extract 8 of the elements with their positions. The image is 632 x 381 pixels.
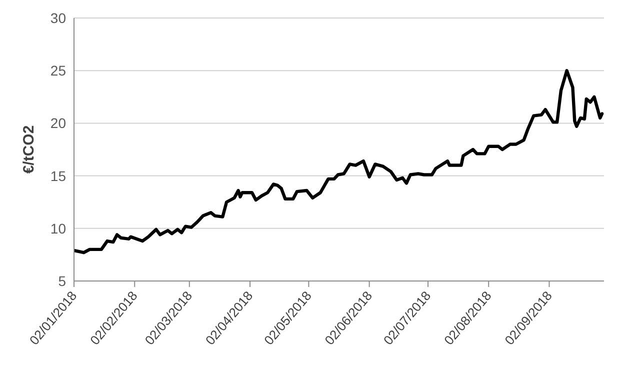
y-tick-label: 20 <box>50 115 66 132</box>
y-tick-label: 15 <box>50 168 66 184</box>
y-tick-label: 25 <box>50 62 66 79</box>
y-axis-title: €/tCO2 <box>20 125 38 174</box>
y-tick-label: 30 <box>50 10 66 26</box>
line-series <box>74 69 604 254</box>
y-tick-label: 10 <box>50 220 66 236</box>
y-tick-label: 5 <box>58 272 66 289</box>
